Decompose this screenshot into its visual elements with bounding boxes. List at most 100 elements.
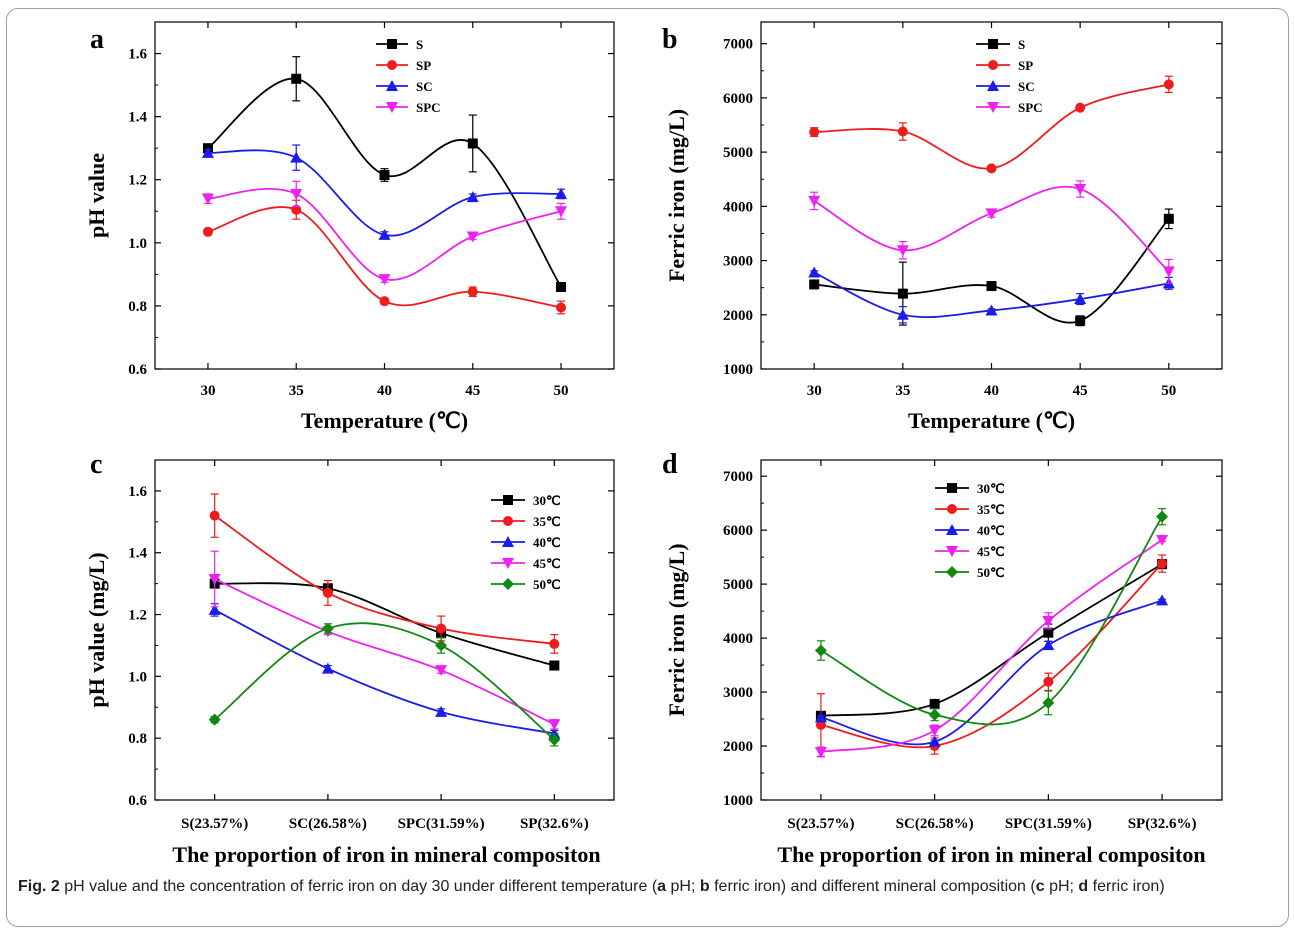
legend-marker: [947, 504, 957, 514]
legend-label: SC: [416, 79, 433, 94]
data-point: [435, 705, 448, 717]
legend-label: SP: [1018, 58, 1033, 73]
series-SP: [809, 75, 1174, 174]
data-point: [1042, 615, 1055, 627]
data-point: [928, 708, 941, 721]
series-line: [214, 582, 555, 667]
y-tick-label: 1000: [723, 793, 753, 809]
x-tick-label: SP(32.6%): [1128, 816, 1197, 832]
legend-label: 50℃: [533, 577, 561, 592]
panel-letter: d: [662, 449, 678, 480]
legend-marker: [987, 102, 999, 113]
series-line: [813, 185, 1170, 273]
legend-marker: [946, 546, 958, 557]
series-45℃: [814, 534, 1169, 758]
data-point: [467, 286, 478, 297]
data-point: [378, 274, 391, 286]
legend-marker: [946, 524, 958, 535]
y-tick-label: 0.6: [128, 793, 147, 809]
data-point: [1043, 627, 1054, 638]
series-line: [214, 514, 555, 645]
y-tick-label: 1.6: [128, 47, 147, 63]
legend-label: 30℃: [977, 481, 1005, 496]
caption-part: pH;: [666, 878, 700, 895]
series-line: [820, 563, 1163, 717]
caption-part: ferric iron): [1088, 878, 1165, 895]
figure-caption: Fig. 2 pH value and the concentration of…: [18, 876, 1273, 898]
caption-part: c: [1035, 878, 1045, 895]
data-point: [291, 73, 302, 84]
y-tick-label: 0.8: [128, 731, 147, 747]
y-tick-label: 7000: [723, 469, 753, 485]
panel-letter: b: [662, 24, 678, 55]
plot-frame: [760, 21, 1223, 370]
caption-label: Fig. 2: [18, 878, 60, 895]
data-point: [896, 308, 909, 320]
data-point: [815, 719, 826, 730]
x-tick-label: SPC(31.59%): [1005, 816, 1092, 832]
series-SC: [808, 266, 1175, 324]
data-point: [435, 665, 448, 677]
series-SPC: [201, 180, 568, 286]
data-point: [208, 574, 221, 585]
y-tick-label: 1.4: [128, 110, 147, 126]
data-point: [201, 193, 214, 205]
series-40℃: [814, 594, 1169, 747]
legend-marker: [988, 60, 998, 70]
y-axis-title: Ferric iron (mg/L): [664, 109, 689, 282]
chart-panel-b: 1000 2000 3000 4000 5000 6000 7000 30 35 40 45 50 Te…: [662, 21, 1223, 433]
data-point: [986, 281, 997, 292]
legend-marker: [503, 516, 513, 526]
legend-marker: [502, 536, 514, 547]
x-tick-label: SPC(31.59%): [398, 816, 485, 832]
figure-canvas: 0.6 0.8 1.0 1.2 1.4 1.6 30 35 40 45 50 Temperature …: [84, 21, 1223, 867]
data-point: [467, 138, 478, 149]
x-tick-label: 35: [289, 383, 304, 399]
data-point: [378, 228, 391, 240]
data-point: [436, 623, 447, 634]
y-axis-title: pH value (mg/L): [84, 552, 109, 707]
series-S: [202, 56, 567, 292]
y-tick-label: 1.2: [128, 173, 147, 189]
legend-label: S: [416, 37, 423, 52]
x-tick-label: SC(26.58%): [289, 816, 367, 832]
series-35℃: [815, 554, 1168, 757]
caption-part: a: [657, 878, 667, 895]
legend-marker: [387, 39, 397, 49]
data-point: [1156, 594, 1169, 606]
legend-marker: [503, 495, 513, 505]
legend-label: 40℃: [533, 535, 561, 550]
data-point: [549, 638, 560, 649]
legend-label: SPC: [1018, 100, 1043, 115]
data-point: [929, 698, 940, 709]
caption-part: pH;: [1044, 878, 1079, 895]
data-point: [1042, 639, 1055, 651]
series-line: [820, 539, 1163, 753]
data-point: [1043, 676, 1054, 687]
caption-part: b: [699, 878, 710, 895]
legend-label: 50℃: [977, 565, 1005, 580]
legend-label: 40℃: [977, 523, 1005, 538]
legend-marker: [386, 80, 398, 91]
series-S: [809, 208, 1174, 327]
data-point: [928, 735, 941, 747]
data-point: [1163, 213, 1174, 224]
data-point: [897, 288, 908, 299]
series-line: [214, 578, 555, 726]
data-point: [435, 639, 448, 652]
series-line: [820, 562, 1163, 749]
legend-marker: [947, 483, 957, 493]
series-line: [207, 206, 562, 309]
x-tick-label: 50: [554, 383, 569, 399]
x-tick-label: 45: [465, 383, 480, 399]
y-tick-label: 2000: [723, 739, 753, 755]
y-tick-label: 1.6: [128, 484, 147, 500]
y-tick-label: 0.6: [128, 362, 147, 378]
caption-part: d: [1078, 878, 1089, 895]
y-tick-label: 4000: [723, 631, 753, 647]
caption-part: ferric iron) and different mineral compo…: [709, 878, 1036, 895]
data-point: [1156, 510, 1169, 523]
legend-label: 45℃: [977, 544, 1005, 559]
data-point: [986, 163, 997, 174]
caption-part: pH value and the concentration of ferric…: [59, 878, 658, 895]
